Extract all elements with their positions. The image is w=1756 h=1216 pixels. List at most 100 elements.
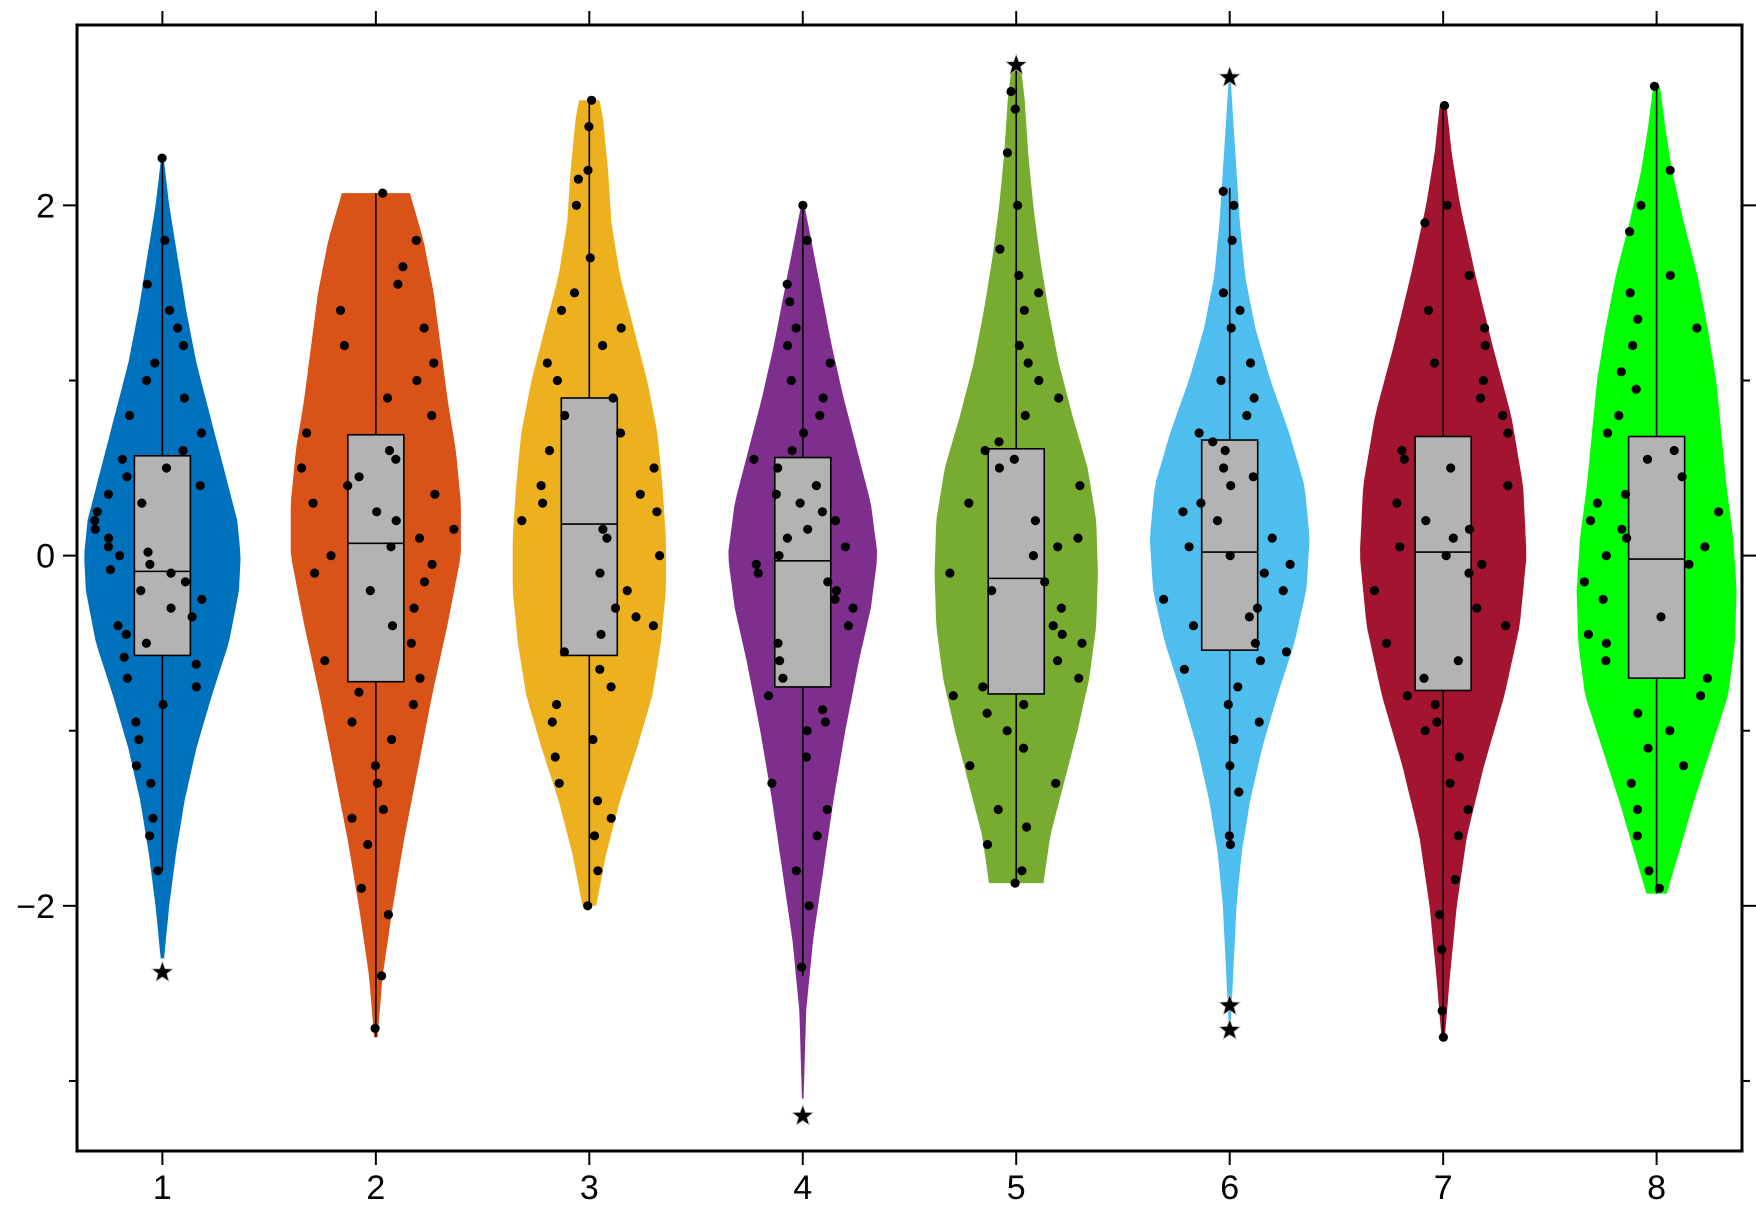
data-point-7-30 — [1397, 445, 1407, 456]
data-point-6-10 — [1281, 647, 1291, 657]
data-point-5-17 — [1048, 621, 1058, 631]
data-point-6-30 — [1194, 428, 1204, 438]
data-point-5-12 — [978, 682, 988, 692]
data-point-3-4 — [592, 796, 603, 806]
data-point-7-36 — [1480, 340, 1490, 351]
data-point-5-29 — [1009, 454, 1019, 464]
data-point-4-27 — [795, 498, 805, 508]
data-point-2-5 — [347, 813, 357, 823]
data-point-7-39 — [1464, 270, 1474, 280]
data-point-2-27 — [372, 507, 382, 517]
data-point-1-33 — [122, 472, 132, 482]
data-point-1-3 — [146, 778, 156, 788]
data-point-6-27 — [1219, 463, 1229, 473]
outlier-star-6-0 — [1218, 65, 1242, 88]
data-point-4-35 — [818, 393, 828, 403]
data-point-7-14 — [1453, 656, 1463, 666]
data-point-2-30 — [343, 481, 353, 491]
data-point-7-33 — [1476, 393, 1486, 403]
data-point-4-32 — [787, 445, 797, 456]
outlier-star-6-1 — [1218, 993, 1242, 1016]
data-point-8-8 — [1633, 708, 1643, 718]
box-3 — [560, 397, 619, 657]
data-point-1-19 — [180, 577, 190, 587]
data-point-4-6 — [801, 752, 812, 762]
data-point-6-40 — [1218, 186, 1228, 196]
data-point-5-8 — [1002, 726, 1012, 736]
data-point-2-10 — [347, 717, 357, 727]
data-point-6-32 — [1249, 393, 1259, 403]
data-point-4-31 — [749, 454, 759, 464]
data-point-3-22 — [517, 516, 527, 526]
data-point-6-22 — [1212, 516, 1223, 526]
data-point-4-12 — [775, 656, 785, 666]
data-point-3-20 — [602, 533, 612, 543]
data-point-5-22 — [1028, 551, 1038, 561]
outlier-star-6-2 — [1218, 1018, 1242, 1041]
data-point-1-13 — [121, 629, 131, 640]
data-point-7-17 — [1472, 603, 1482, 613]
data-point-7-24 — [1464, 524, 1475, 534]
data-point-3-13 — [596, 629, 606, 640]
data-point-8-37 — [1665, 270, 1675, 280]
outlier-star-1-0 — [150, 960, 174, 983]
data-point-1-31 — [103, 489, 113, 499]
data-point-2-37 — [382, 393, 393, 403]
data-point-5-23 — [1053, 542, 1063, 552]
data-point-4-42 — [802, 235, 812, 245]
data-point-6-34 — [1245, 358, 1256, 368]
box-5 — [987, 447, 1046, 695]
data-point-6-1 — [1224, 831, 1234, 841]
outlier-star-4-0 — [791, 1103, 815, 1126]
data-point-1-43 — [173, 323, 183, 333]
plot-frame — [75, 23, 1744, 1153]
data-point-2-4 — [363, 839, 373, 850]
data-point-4-26 — [817, 507, 828, 517]
data-point-4-1 — [804, 901, 814, 911]
data-point-8-10 — [1702, 673, 1712, 683]
box-8 — [1627, 435, 1686, 679]
box-2 — [347, 433, 405, 683]
data-point-8-24 — [1592, 498, 1602, 508]
data-point-5-11 — [948, 691, 958, 701]
data-point-1-8 — [191, 682, 201, 692]
data-point-3-17 — [622, 586, 632, 596]
data-point-7-23 — [1448, 533, 1458, 543]
data-point-6-37 — [1218, 288, 1228, 298]
data-point-3-23 — [652, 507, 662, 517]
data-point-7-3 — [1435, 910, 1445, 920]
data-point-2-14 — [320, 656, 330, 666]
data-point-2-1 — [377, 971, 387, 981]
data-point-2-40 — [339, 340, 349, 351]
data-point-2-42 — [335, 305, 346, 315]
data-point-7-12 — [1402, 691, 1412, 701]
outliers-layer — [150, 53, 1242, 1126]
data-point-3-37 — [569, 288, 580, 298]
data-point-8-30 — [1614, 410, 1624, 421]
data-point-4-11 — [778, 673, 788, 683]
data-point-5-28 — [994, 463, 1005, 473]
data-point-1-23 — [115, 551, 125, 561]
data-point-1-44 — [165, 305, 175, 315]
data-point-5-41 — [1013, 200, 1023, 210]
data-point-2-20 — [310, 568, 320, 578]
data-point-4-17 — [831, 586, 842, 596]
data-point-6-28 — [1220, 445, 1230, 456]
data-point-5-24 — [1073, 533, 1083, 543]
data-point-5-16 — [1057, 629, 1067, 640]
data-point-2-39 — [429, 358, 439, 368]
data-point-1-11 — [119, 652, 129, 662]
data-point-5-14 — [1053, 656, 1063, 666]
data-point-1-17 — [197, 594, 207, 605]
data-point-8-0 — [1654, 883, 1664, 893]
data-point-8-38 — [1625, 227, 1635, 237]
data-point-3-2 — [589, 831, 600, 841]
data-point-4-23 — [782, 533, 793, 543]
data-point-7-27 — [1503, 481, 1513, 491]
data-point-3-31 — [608, 393, 618, 403]
data-point-5-27 — [1075, 481, 1085, 491]
data-point-3-16 — [610, 603, 621, 613]
data-point-1-9 — [122, 673, 132, 683]
data-point-2-25 — [449, 524, 459, 534]
